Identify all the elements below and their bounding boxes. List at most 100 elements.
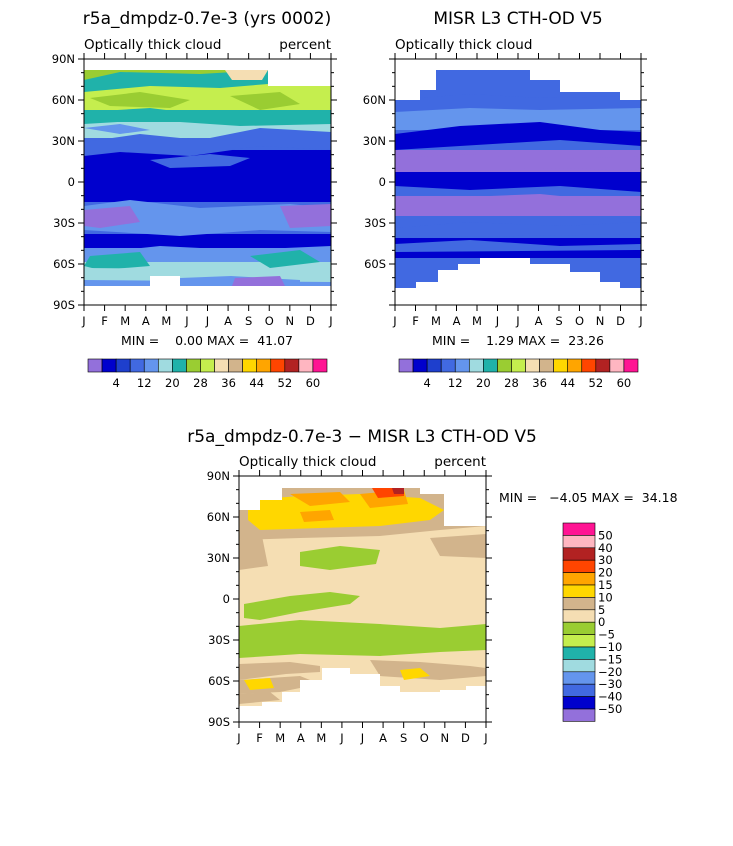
month-tick-label: O bbox=[420, 731, 429, 745]
colorbar-swatch bbox=[562, 559, 596, 573]
month-tick-label: O bbox=[575, 314, 584, 328]
colorbar-swatch bbox=[511, 358, 526, 373]
missing-data bbox=[395, 258, 641, 305]
colorbar-swatch bbox=[562, 535, 596, 549]
panel-diff-subtitle: Optically thick cloud bbox=[239, 454, 376, 470]
panel-diff-field bbox=[239, 476, 486, 722]
colorbar-label: 40 bbox=[598, 541, 613, 555]
field-blob bbox=[239, 536, 268, 570]
lat-tick-label: 0 bbox=[68, 175, 75, 189]
colorbar-label: 44 bbox=[560, 376, 575, 390]
colorbar-label: 4 bbox=[423, 376, 430, 390]
month-tick-label: M bbox=[316, 731, 326, 745]
colorbar-swatch bbox=[186, 358, 201, 373]
colorbar-swatch bbox=[562, 522, 596, 536]
colorbar-swatch bbox=[539, 358, 554, 373]
lat-tick-label: 30N bbox=[363, 134, 386, 148]
colorbar-label: 60 bbox=[306, 376, 321, 390]
colorbar-swatch bbox=[129, 358, 145, 373]
panel-diff-stats: MIN = −4.05 MAX = 34.18 bbox=[499, 490, 678, 505]
field-blob bbox=[395, 154, 641, 172]
month-tick-label: J bbox=[339, 731, 343, 745]
field-blob bbox=[232, 276, 285, 286]
panel-obs: MISR L3 CTH-OD V5 Optically thick cloud bbox=[363, 9, 647, 390]
missing-data bbox=[239, 668, 486, 722]
field-blob bbox=[440, 194, 641, 216]
colorbar-label: −40 bbox=[598, 690, 622, 704]
lat-tick-label: 0 bbox=[379, 175, 386, 189]
lat-tick-label: 30S bbox=[53, 216, 75, 230]
field-blob bbox=[430, 534, 486, 558]
colorbar-swatch bbox=[562, 708, 596, 722]
colorbar-swatch bbox=[312, 358, 328, 373]
lat-tick-label: 60S bbox=[53, 257, 75, 271]
field-band bbox=[84, 234, 331, 248]
colorbar-swatch bbox=[562, 683, 596, 697]
month-tick-label: J bbox=[328, 314, 332, 328]
panel-model-stats: MIN = 0.00 MAX = 41.07 bbox=[121, 333, 293, 348]
panel-model-units: percent bbox=[279, 37, 331, 53]
colorbar-swatch bbox=[562, 572, 596, 586]
month-tick-label: F bbox=[412, 314, 419, 328]
month-tick-label: M bbox=[161, 314, 171, 328]
colorbar-swatch bbox=[562, 659, 596, 673]
colorbar-swatch bbox=[270, 358, 286, 373]
colorbar-label: 36 bbox=[532, 376, 547, 390]
month-tick-label: D bbox=[306, 314, 315, 328]
month-tick-label: A bbox=[297, 731, 305, 745]
colorbar-swatch bbox=[157, 358, 173, 373]
month-tick-label: D bbox=[616, 314, 625, 328]
field-blob bbox=[392, 488, 404, 494]
colorbar-label: 52 bbox=[278, 376, 293, 390]
colorbar-label: 28 bbox=[504, 376, 519, 390]
colorbar-label: 5 bbox=[598, 603, 605, 617]
field-blob bbox=[84, 108, 331, 126]
colorbar-label: −30 bbox=[598, 677, 622, 691]
colorbar-swatch bbox=[562, 584, 596, 598]
panel-diff-units: percent bbox=[434, 454, 486, 470]
lat-tick-label: 90N bbox=[207, 469, 230, 483]
colorbar-label: 0 bbox=[598, 615, 605, 629]
lat-tick-label: 30S bbox=[364, 216, 386, 230]
month-tick-label: O bbox=[265, 314, 274, 328]
field-blob bbox=[395, 222, 641, 238]
month-tick-label: N bbox=[596, 314, 605, 328]
month-tick-label: J bbox=[638, 314, 642, 328]
panel-model: r5a_dmpdz-0.7e-3 (yrs 0002) Optically th… bbox=[52, 9, 337, 390]
field-blob bbox=[395, 94, 641, 112]
colorbar-label: 20 bbox=[165, 376, 180, 390]
missing-data bbox=[84, 59, 331, 86]
colorbar-swatch bbox=[228, 358, 243, 373]
field-blob bbox=[90, 92, 190, 108]
panel-obs-stats: MIN = 1.29 MAX = 23.26 bbox=[432, 333, 604, 348]
panel-diff: r5a_dmpdz-0.7e-3 − MISR L3 CTH-OD V5 Opt… bbox=[187, 427, 677, 745]
month-tick-label: S bbox=[400, 731, 407, 745]
field-blob bbox=[300, 546, 380, 570]
colorbar-swatch bbox=[562, 621, 596, 635]
lat-tick-label: 0 bbox=[223, 592, 230, 606]
field-blob bbox=[230, 92, 300, 110]
colorbar-swatch bbox=[115, 358, 131, 373]
panel-obs-subtitle: Optically thick cloud bbox=[395, 37, 532, 53]
field-blob bbox=[300, 510, 334, 522]
field-blob bbox=[250, 250, 320, 268]
month-tick-label: M bbox=[120, 314, 130, 328]
field-blob bbox=[84, 252, 150, 270]
missing-data bbox=[239, 476, 486, 526]
field-blob bbox=[225, 70, 268, 80]
colorbar-swatch bbox=[562, 634, 596, 648]
month-tick-label: J bbox=[495, 314, 499, 328]
month-tick-label: A bbox=[535, 314, 543, 328]
month-tick-label: F bbox=[101, 314, 108, 328]
lat-tick-label: 60S bbox=[364, 257, 386, 271]
field-blob bbox=[280, 204, 331, 228]
field-blob bbox=[244, 592, 360, 620]
month-tick-label: J bbox=[81, 314, 85, 328]
month-tick-label: D bbox=[461, 731, 470, 745]
lat-tick-label: 60N bbox=[207, 510, 230, 524]
colorbar-swatch bbox=[553, 358, 569, 373]
